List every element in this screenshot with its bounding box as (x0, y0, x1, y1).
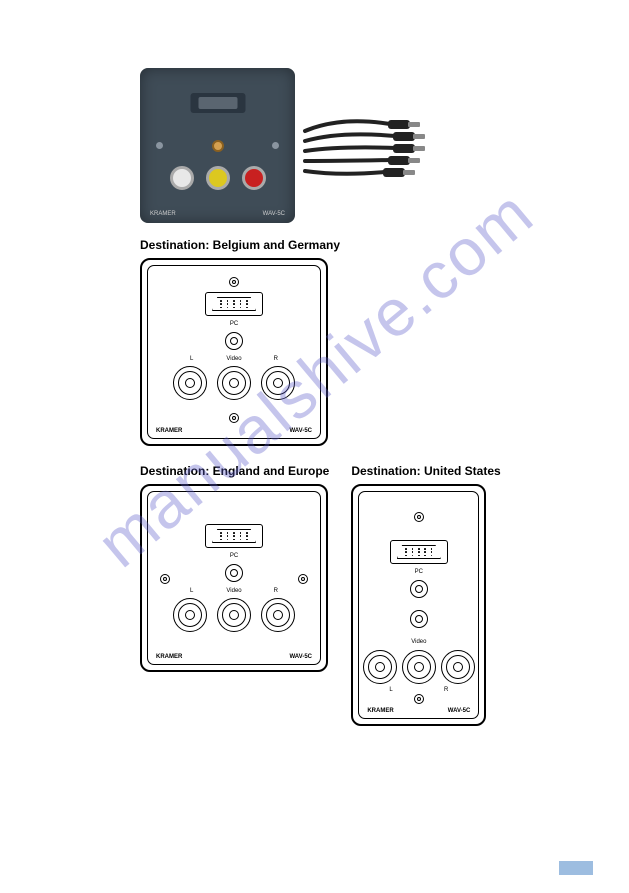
rca-jack-icon (441, 650, 475, 684)
rca-jack-icon (173, 366, 207, 400)
r-label: R (274, 588, 278, 594)
pc-label: PC (415, 569, 423, 575)
audio-jack-icon (410, 580, 428, 598)
l-label: L (389, 687, 392, 693)
model-label: WAV-5C (289, 654, 312, 660)
video-label: Video (226, 588, 241, 594)
rca-red-icon (242, 166, 266, 190)
video-label: Video (411, 639, 426, 645)
rca-jack-icon (261, 598, 295, 632)
rca-white-icon (170, 166, 194, 190)
wallplate-diagram: PC Video L R KRAMER WAV-5C (351, 484, 486, 726)
screw-icon (160, 574, 170, 584)
diagram-block: Destination: United States PC Video (351, 464, 500, 726)
vga-port-icon (205, 292, 263, 316)
rca-row (363, 650, 475, 684)
audio-jack-icon (225, 564, 243, 582)
screw-icon (229, 413, 239, 423)
screw-icon (229, 277, 239, 287)
wallplate-inner: PC Video L R KRAMER WAV-5C (358, 491, 479, 719)
brand-label: KRAMER (150, 211, 176, 217)
vga-port-icon (190, 93, 245, 113)
wallplate-diagram: PC Video L R KRAMER WAV-5C (140, 484, 328, 672)
diagram-block: Destination: England and Europe PC Vid (140, 464, 329, 726)
screw-icon (414, 694, 424, 704)
rca-jack-icon (363, 650, 397, 684)
r-label: R (444, 687, 448, 693)
video-label: Video (226, 356, 241, 362)
model-label: WAV-5C (263, 211, 285, 217)
diagram-block: Destination: Belgium and Germany PC Vide… (140, 238, 340, 446)
pc-label: PC (230, 321, 238, 327)
pc-label: PC (230, 553, 238, 559)
rca-jack-icon (217, 366, 251, 400)
rca-jack-icon (402, 650, 436, 684)
screw-icon (414, 512, 424, 522)
wallplate-inner: PC Video L R KRAMER WAV-5C (147, 491, 321, 665)
vga-port-icon (390, 540, 448, 564)
screw-icon (298, 574, 308, 584)
audio-jack-icon (225, 332, 243, 350)
brand-label: KRAMER (156, 428, 182, 434)
rca-jack-icon (217, 598, 251, 632)
brand-label: KRAMER (156, 654, 182, 660)
rca-jack-icon (261, 366, 295, 400)
vga-port-icon (205, 524, 263, 548)
r-label: R (274, 356, 278, 362)
diagram-caption: Destination: Belgium and Germany (140, 238, 340, 252)
l-label: L (190, 356, 193, 362)
audio-jack-icon (212, 140, 224, 152)
wallplate-diagram: PC Video L R KRAMER WAV-5C (140, 258, 328, 446)
wallplate-product-photo: KRAMER WAV-5C (140, 68, 295, 223)
page-number-mark (559, 861, 593, 875)
cables-photo (300, 106, 440, 186)
screw-icon (156, 142, 163, 149)
rca-jack-icon (173, 598, 207, 632)
rca-row (173, 598, 295, 632)
model-label: WAV-5C (448, 708, 471, 714)
audio-jack-icon (410, 610, 428, 628)
product-photo-row: KRAMER WAV-5C (140, 68, 529, 223)
rca-yellow-icon (206, 166, 230, 190)
diagram-caption: Destination: United States (351, 464, 500, 478)
l-label: L (190, 588, 193, 594)
wallplate-inner: PC Video L R KRAMER WAV-5C (147, 265, 321, 439)
diagrams-grid: Destination: Belgium and Germany PC Vide… (140, 238, 529, 726)
rca-row (170, 166, 266, 190)
screw-icon (272, 142, 279, 149)
diagram-caption: Destination: England and Europe (140, 464, 329, 478)
model-label: WAV-5C (289, 428, 312, 434)
rca-row (173, 366, 295, 400)
manual-page: manualshive.com KRAMER WAV-5C (0, 0, 629, 756)
brand-label: KRAMER (367, 708, 393, 714)
